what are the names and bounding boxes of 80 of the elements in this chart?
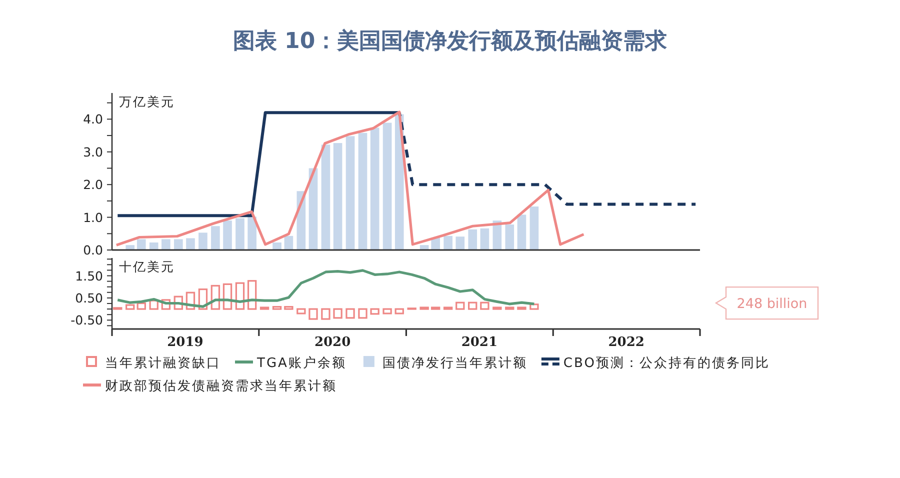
bar	[186, 292, 196, 310]
bar	[162, 239, 170, 250]
x-tick-label: 2022	[608, 335, 644, 350]
bar	[223, 220, 232, 250]
bar	[492, 220, 502, 250]
bar	[260, 306, 270, 310]
bar	[333, 143, 342, 250]
bar	[456, 236, 465, 250]
bar	[113, 307, 122, 310]
y-tick-label: 1.0	[83, 210, 104, 225]
bar	[321, 144, 330, 250]
bar	[370, 128, 380, 250]
bar	[517, 214, 526, 250]
y-axis-title: 万亿美元	[119, 94, 175, 109]
bar	[235, 282, 245, 310]
bar	[198, 288, 208, 310]
bar	[296, 308, 306, 314]
bar	[468, 302, 478, 310]
bar	[358, 132, 368, 250]
bar	[248, 216, 256, 250]
bar	[308, 308, 318, 320]
bar	[136, 302, 146, 310]
y-axis-title: 十亿美元	[119, 259, 175, 274]
chart-title: 图表 10：美国国债净发行额及预估融资需求	[232, 28, 668, 54]
bar	[346, 136, 355, 250]
y-tick-label: 0.0	[83, 242, 104, 258]
y-tick-label: 4.0	[83, 112, 104, 127]
bar	[505, 224, 514, 250]
bar	[394, 308, 404, 314]
legend-label: CBO预测：公众持有的债务同比	[563, 356, 770, 371]
x-tick-label: 2020	[314, 335, 351, 350]
bar	[370, 308, 380, 315]
text: 248 billion	[736, 296, 808, 312]
bar	[430, 306, 440, 310]
bar	[480, 228, 490, 250]
legend-label: 财政部预估发债融资需求当年累计额	[105, 379, 337, 394]
y-tick-label: 0.50	[75, 290, 104, 306]
bar	[456, 302, 465, 310]
bar	[174, 296, 184, 310]
y-tick-label: 3.0	[83, 144, 104, 160]
y-tick-label: 1.50	[75, 268, 104, 284]
legend-label: TGA账户余额	[256, 356, 346, 371]
bar	[382, 308, 392, 314]
line-series	[115, 110, 585, 246]
bar	[480, 302, 490, 310]
bar	[198, 232, 208, 250]
bar	[382, 122, 392, 250]
bar	[444, 236, 452, 250]
bar	[358, 308, 368, 319]
bar	[222, 283, 232, 310]
bar	[174, 239, 183, 250]
x-tick-label: 2021	[461, 335, 498, 350]
bar	[126, 304, 135, 310]
bar	[211, 226, 220, 250]
bar	[149, 300, 158, 310]
bar	[321, 308, 330, 320]
bar	[236, 218, 244, 250]
bar	[161, 299, 171, 310]
bar	[505, 306, 514, 310]
x-tick-label: 2019	[167, 335, 204, 350]
y-tick-label: 2.0	[83, 177, 104, 192]
legend-label: 国债净发行当年累计额	[382, 356, 528, 371]
bar	[443, 306, 453, 310]
y-tick-label: -0.50	[70, 312, 104, 328]
bar	[284, 306, 294, 310]
bar	[346, 308, 355, 319]
bar	[272, 306, 282, 310]
bar	[136, 239, 146, 250]
bar	[420, 306, 429, 310]
bar	[530, 206, 539, 250]
legend-label: 当年累计融资缺口	[105, 356, 221, 371]
bar	[186, 238, 195, 250]
bar	[530, 304, 539, 310]
bar	[517, 306, 526, 310]
bar	[247, 280, 257, 310]
bar	[308, 168, 318, 250]
bar	[492, 306, 502, 310]
bar	[468, 229, 478, 250]
bar	[210, 284, 220, 310]
bar	[333, 308, 342, 319]
